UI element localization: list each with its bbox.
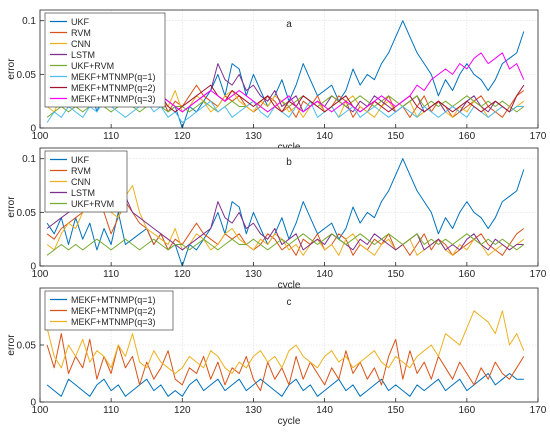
legend-label: MEKF+MTNMP(q=3) xyxy=(71,94,156,104)
legend-label: MEKF+MTNMP(q=1) xyxy=(71,72,156,82)
panel-b: 100 110 120 130 140 150 160 170 0 0.05 0.1 b cycle er… xyxy=(6,147,547,291)
series-line-4 xyxy=(46,233,525,256)
x-tick-label: 130 xyxy=(245,269,262,280)
y-tick-label: 0 xyxy=(30,398,36,409)
legend-label: UKF xyxy=(71,17,90,27)
legend-label: MEKF+MTNMP(q=2) xyxy=(71,306,156,316)
panel-a: 100 110 120 130 140 150 160 170 0 0.05 0.1 a cycle er… xyxy=(6,9,547,153)
x-tick-label: 140 xyxy=(316,131,333,142)
series-line-0 xyxy=(46,373,524,397)
x-tick-label: 150 xyxy=(387,131,404,142)
x-tick-label: 150 xyxy=(387,269,404,280)
legend-label: MEKF+MTNMP(q=2) xyxy=(71,83,156,93)
x-tick-label: 100 xyxy=(32,269,49,280)
x-tick-label: 140 xyxy=(316,405,333,416)
x-axis-label: cycle xyxy=(278,142,301,153)
y-tick-label: 0 xyxy=(30,262,36,273)
x-tick-label: 170 xyxy=(530,131,547,142)
panel-title: c xyxy=(287,297,292,308)
x-tick-label: 160 xyxy=(459,269,476,280)
legend-label: MEKF+MTNMP(q=3) xyxy=(71,317,156,327)
y-tick-label: 0 xyxy=(30,124,36,135)
x-axis-label: cycle xyxy=(278,416,301,427)
x-tick-label: 140 xyxy=(316,269,333,280)
y-axis-label: error xyxy=(6,196,17,218)
y-tick-label: 0.05 xyxy=(17,70,37,81)
x-tick-label: 160 xyxy=(459,131,476,142)
y-tick-label: 0.05 xyxy=(17,208,37,219)
panel-c: 100 110 120 130 140 150 160 170 0 0.05 c cycle error… xyxy=(6,287,547,427)
x-axis-label: cycle xyxy=(278,280,301,291)
x-tick-label: 110 xyxy=(103,405,119,416)
x-tick-label: 150 xyxy=(387,405,404,416)
x-tick-label: 120 xyxy=(174,405,191,416)
legend-label: LSTM xyxy=(71,50,95,60)
x-tick-label: 170 xyxy=(530,405,547,416)
legend-label: RVM xyxy=(71,166,91,176)
x-tick-label: 160 xyxy=(459,405,476,416)
series-line-5 xyxy=(46,100,524,124)
legend-label: RVM xyxy=(71,28,91,38)
series-line-2 xyxy=(46,310,525,374)
axes-box xyxy=(39,9,539,129)
panel-title: b xyxy=(286,157,292,168)
y-tick-label: 0.05 xyxy=(17,341,37,352)
x-tick-label: 170 xyxy=(530,269,547,280)
series-line-1 xyxy=(46,333,525,392)
x-tick-label: 120 xyxy=(174,269,191,280)
x-tick-label: 130 xyxy=(245,405,262,416)
axes-box xyxy=(39,147,539,267)
legend-label: MEKF+MTNMP(q=1) xyxy=(71,295,156,305)
x-tick-label: 120 xyxy=(174,131,191,142)
legend-label: UKF+RVM xyxy=(71,61,114,71)
y-axis-label: error xyxy=(6,334,17,356)
legend-box xyxy=(44,12,166,108)
x-tick-label: 100 xyxy=(32,131,49,142)
x-tick-label: 110 xyxy=(103,131,119,142)
y-tick-label: 0.1 xyxy=(22,16,36,27)
y-tick-label: 0.1 xyxy=(22,154,36,165)
legend-label: CNN xyxy=(71,177,91,187)
legend-label: UKF xyxy=(71,155,90,165)
x-tick-label: 110 xyxy=(103,269,119,280)
legend-label: UKF+RVM xyxy=(71,199,114,209)
legend-label: LSTM xyxy=(71,188,95,198)
panel-title: a xyxy=(286,19,292,30)
series-line-0 xyxy=(46,158,525,267)
x-tick-label: 130 xyxy=(245,131,262,142)
x-tick-label: 100 xyxy=(32,405,49,416)
y-axis-label: error xyxy=(6,58,17,80)
legend-label: CNN xyxy=(71,39,91,49)
